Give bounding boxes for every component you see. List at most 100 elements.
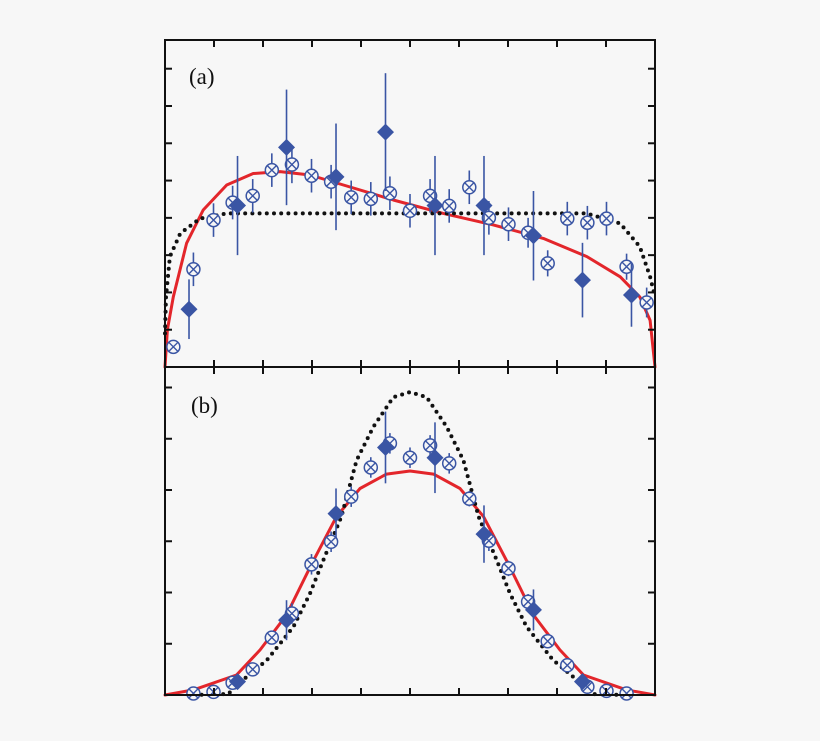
cross-marker xyxy=(503,563,514,574)
cross-marker xyxy=(404,205,416,216)
cross-marker xyxy=(621,261,632,272)
data-point-circle-x xyxy=(264,630,280,645)
data-point-circle-x xyxy=(462,491,477,506)
cross-marker xyxy=(247,664,258,675)
data-point-diamond xyxy=(573,673,591,691)
panel-a-label: (a) xyxy=(189,64,215,89)
cross-marker xyxy=(188,264,199,275)
data-point-circle-x xyxy=(580,215,595,230)
data-point-circle-x xyxy=(422,438,438,453)
cross-marker xyxy=(266,165,277,176)
data-point-circle-x xyxy=(639,295,654,310)
data-point-circle-x xyxy=(402,450,418,465)
cross-marker xyxy=(208,215,219,226)
data-point-circle-x xyxy=(186,262,201,277)
cross-marker xyxy=(168,341,179,352)
data-point-diamond xyxy=(524,601,542,619)
fit-curve-solid xyxy=(163,469,657,697)
data-point-diamond xyxy=(229,673,247,691)
data-point-circle-x xyxy=(304,168,319,183)
cross-marker xyxy=(247,190,258,201)
data-point-circle-x xyxy=(501,216,516,232)
cross-marker xyxy=(365,193,376,204)
data-point-circle-x xyxy=(501,561,516,576)
data-point-diamond xyxy=(426,197,444,215)
panel-b: (b) xyxy=(163,366,657,701)
cross-marker xyxy=(286,159,297,170)
cross-marker xyxy=(188,688,199,699)
cross-marker xyxy=(384,188,395,199)
panel-b-label: (b) xyxy=(191,393,218,418)
cross-marker xyxy=(621,688,632,699)
data-point-circle-x xyxy=(402,203,418,219)
cross-marker xyxy=(444,200,455,211)
fit-curve-solid xyxy=(163,170,657,369)
data-point-circle-x xyxy=(343,489,359,504)
model-curve-dotted xyxy=(163,211,657,336)
cross-marker xyxy=(542,258,553,269)
data-point-circle-x xyxy=(304,557,319,572)
cross-marker xyxy=(562,213,573,224)
data-point-diamond xyxy=(475,197,493,215)
data-point-circle-x xyxy=(462,180,477,195)
cross-marker xyxy=(365,462,376,473)
data-point-diamond xyxy=(573,271,591,289)
cross-marker xyxy=(582,217,593,228)
data-point-circle-x xyxy=(264,162,280,178)
data-point-diamond xyxy=(377,123,394,141)
cross-marker xyxy=(641,297,652,308)
data-point-diamond xyxy=(327,505,345,523)
data-point-diamond xyxy=(229,197,247,215)
cross-marker xyxy=(601,213,612,224)
data-point-circle-x xyxy=(481,210,497,226)
data-point-circle-x xyxy=(441,456,457,471)
data-point-diamond xyxy=(278,611,296,629)
cross-marker xyxy=(266,632,277,643)
data-point-circle-x xyxy=(323,534,339,550)
data-point-circle-x xyxy=(441,198,457,214)
cross-marker xyxy=(425,190,436,201)
cross-marker xyxy=(425,440,436,451)
data-point-circle-x xyxy=(206,212,221,228)
data-point-diamond xyxy=(426,449,444,467)
data-point-diamond xyxy=(278,138,296,156)
data-point-circle-x xyxy=(245,188,260,204)
data-point-circle-x xyxy=(363,460,379,475)
data-point-circle-x xyxy=(186,686,201,701)
data-point-diamond xyxy=(475,525,493,543)
data-point-circle-x xyxy=(166,339,181,355)
cross-marker xyxy=(306,559,317,570)
cross-marker xyxy=(464,493,475,504)
cross-marker xyxy=(503,219,514,230)
data-point-circle-x xyxy=(382,185,398,201)
cross-marker xyxy=(346,192,357,203)
data-point-circle-x xyxy=(599,211,614,226)
cross-marker xyxy=(464,182,475,193)
data-point-circle-x xyxy=(245,662,260,677)
data-point-diamond xyxy=(180,300,198,318)
cross-marker xyxy=(346,491,357,502)
data-point-circle-x xyxy=(540,633,555,649)
cross-marker xyxy=(483,212,494,223)
cross-marker xyxy=(444,458,455,469)
data-point-circle-x xyxy=(284,157,300,172)
data-point-circle-x xyxy=(540,256,555,271)
data-point-circle-x xyxy=(619,259,634,274)
data-point-circle-x xyxy=(363,191,379,207)
model-curve-dotted xyxy=(192,390,628,697)
data-point-diamond xyxy=(524,227,542,245)
data-point-diamond xyxy=(327,168,345,186)
data-point-diamond xyxy=(377,438,394,456)
panel-a: (a) xyxy=(163,39,657,369)
data-point-diamond xyxy=(622,286,640,304)
data-point-circle-x xyxy=(619,686,634,701)
cross-marker xyxy=(562,660,573,671)
cross-marker xyxy=(326,536,337,547)
cross-marker xyxy=(542,636,553,647)
data-point-circle-x xyxy=(560,658,575,673)
cross-marker xyxy=(306,170,317,181)
data-point-circle-x xyxy=(343,190,359,205)
cross-marker xyxy=(404,452,416,463)
data-point-circle-x xyxy=(560,211,575,226)
